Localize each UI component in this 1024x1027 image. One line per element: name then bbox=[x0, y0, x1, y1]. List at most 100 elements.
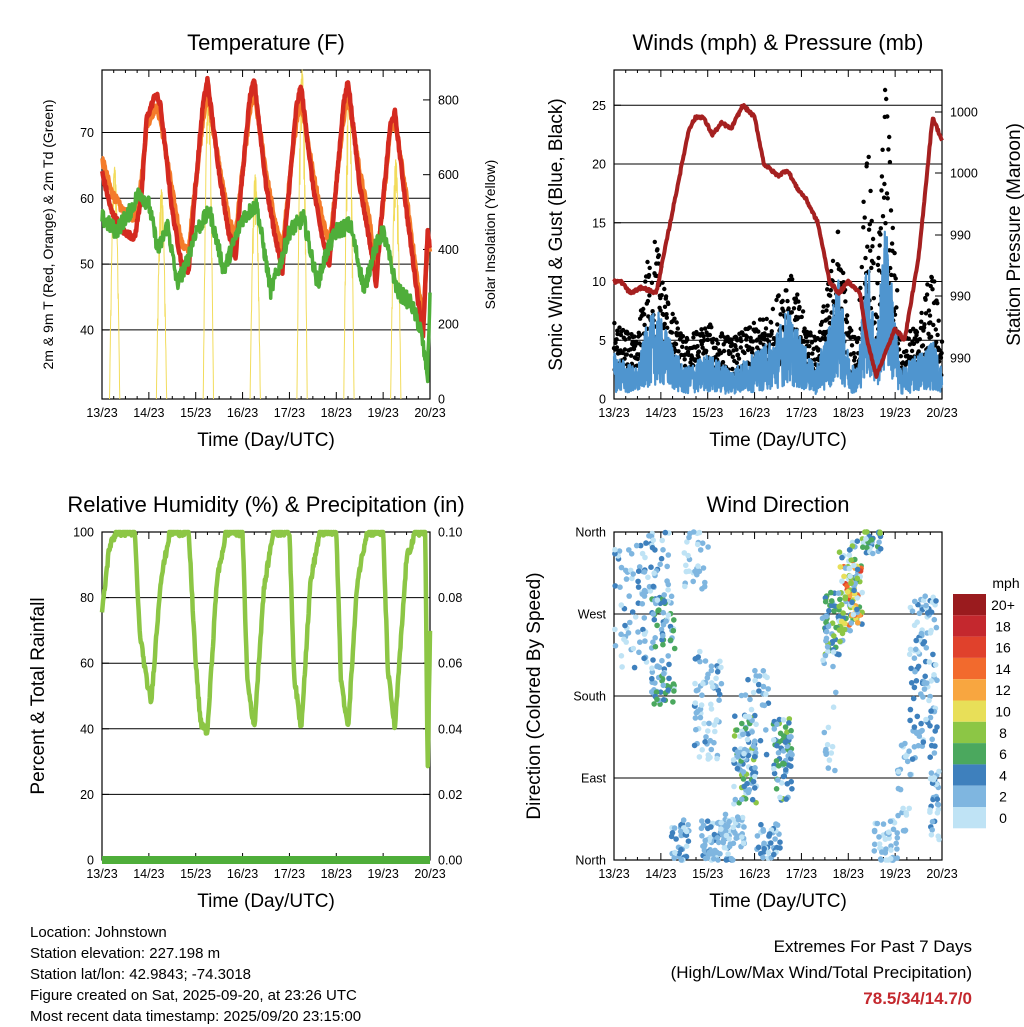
direction-point bbox=[894, 835, 901, 841]
direction-point bbox=[775, 750, 782, 756]
created-text: Figure created on Sat, 2025-09-20, at 23… bbox=[30, 987, 357, 1004]
direction-point bbox=[750, 689, 757, 696]
chart-title: Wind Direction bbox=[706, 492, 849, 517]
gust-point bbox=[926, 308, 932, 313]
direction-point bbox=[928, 770, 935, 776]
gust-point bbox=[691, 335, 696, 340]
direction-point bbox=[681, 550, 688, 556]
y-axis-label: Direction (Colored By Speed) bbox=[524, 572, 545, 819]
direction-point bbox=[752, 765, 758, 771]
direction-point bbox=[903, 812, 910, 818]
y-tick-label: 0 bbox=[87, 854, 94, 868]
gust-point bbox=[704, 348, 709, 354]
gust-point bbox=[852, 355, 858, 360]
direction-point bbox=[846, 552, 853, 558]
gust-point bbox=[751, 320, 757, 326]
direction-point bbox=[789, 786, 795, 792]
direction-point bbox=[718, 680, 725, 687]
gust-point bbox=[682, 357, 687, 362]
direction-point bbox=[740, 776, 747, 782]
direction-point bbox=[893, 840, 899, 847]
direction-point bbox=[863, 536, 869, 542]
direction-point bbox=[822, 652, 829, 659]
direction-point bbox=[764, 674, 770, 681]
gust-point bbox=[889, 241, 895, 246]
direction-point bbox=[700, 565, 707, 571]
direction-point bbox=[639, 550, 646, 557]
direction-point bbox=[900, 827, 907, 834]
direction-point bbox=[725, 822, 731, 829]
gust-point bbox=[830, 258, 836, 264]
gust-point bbox=[878, 226, 883, 231]
station-info: Location: Johnstown Station elevation: 2… bbox=[30, 922, 361, 1027]
gust-point bbox=[721, 348, 727, 354]
direction-point bbox=[661, 598, 668, 604]
direction-point bbox=[641, 569, 648, 575]
gust-point bbox=[760, 317, 766, 322]
y-tick-label: 20 bbox=[592, 158, 606, 172]
gust-point bbox=[664, 315, 669, 320]
direction-point bbox=[929, 827, 935, 833]
direction-point bbox=[635, 629, 641, 635]
direction-point bbox=[822, 749, 829, 755]
direction-point bbox=[847, 573, 853, 579]
gust-point bbox=[861, 199, 866, 204]
direction-point bbox=[692, 700, 699, 706]
latlon-text: Station lat/lon: 42.9843; -74.3018 bbox=[30, 966, 252, 983]
gust-point bbox=[656, 261, 661, 266]
y-axis-label: 2m & 9m T (Red, Orange) & 2m Td (Green) bbox=[40, 100, 56, 370]
direction-point bbox=[784, 781, 791, 787]
direction-point bbox=[683, 562, 689, 569]
gust-point bbox=[887, 159, 893, 165]
direction-point bbox=[708, 706, 715, 712]
direction-point bbox=[704, 818, 711, 824]
direction-point bbox=[825, 623, 832, 630]
direction-point bbox=[851, 587, 857, 594]
direction-point bbox=[712, 847, 718, 854]
gust-point bbox=[646, 272, 652, 278]
gust-point bbox=[904, 348, 909, 354]
gust-point bbox=[870, 244, 875, 249]
direction-point bbox=[771, 765, 777, 772]
direction-point bbox=[732, 796, 739, 803]
gust-point bbox=[924, 292, 930, 297]
direction-point bbox=[705, 671, 711, 678]
direction-point bbox=[768, 840, 774, 846]
direction-point bbox=[931, 616, 938, 623]
direction-point bbox=[665, 552, 672, 558]
direction-point bbox=[683, 843, 690, 849]
y2-tick-label: 800 bbox=[438, 93, 459, 107]
direction-point bbox=[750, 743, 757, 749]
gust-point bbox=[615, 331, 620, 337]
gust-point bbox=[747, 325, 753, 330]
gust-point bbox=[871, 296, 876, 301]
direction-point bbox=[717, 658, 723, 665]
series-rh bbox=[99, 529, 433, 769]
gust-point bbox=[642, 322, 647, 328]
gust-point bbox=[750, 339, 756, 344]
gust-point bbox=[797, 304, 802, 310]
direction-point bbox=[836, 627, 843, 633]
y2-axis-label: Station Pressure (Maroon) bbox=[1004, 123, 1024, 346]
gust-point bbox=[876, 268, 882, 273]
direction-point bbox=[695, 687, 701, 693]
direction-point bbox=[747, 696, 753, 703]
direction-point bbox=[832, 767, 838, 774]
direction-point bbox=[831, 608, 837, 614]
direction-point bbox=[648, 564, 654, 570]
direction-point bbox=[758, 821, 764, 828]
direction-point bbox=[630, 571, 636, 577]
x-tick-label: 17/23 bbox=[786, 406, 817, 420]
direction-point bbox=[654, 622, 660, 629]
direction-point bbox=[612, 643, 619, 649]
gust-point bbox=[674, 320, 679, 325]
gust-point bbox=[878, 232, 883, 237]
gust-point bbox=[935, 332, 940, 338]
direction-point bbox=[821, 729, 828, 736]
direction-point bbox=[906, 651, 913, 658]
gust-point bbox=[775, 322, 780, 327]
direction-point bbox=[650, 639, 656, 645]
direction-point bbox=[878, 857, 884, 863]
gust-point bbox=[932, 279, 937, 284]
direction-point bbox=[654, 597, 661, 603]
